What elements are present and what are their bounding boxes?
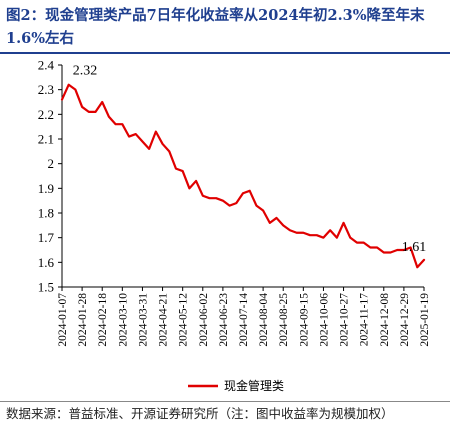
y-tick-label: 1.6 [38,255,55,270]
y-tick-label: 1.5 [38,280,54,295]
annotation-layer: 2.32 1.61 [73,64,427,255]
x-tick-label: 2024-06-02 [198,293,210,347]
x-tick-label: 2024-07-14 [238,293,250,347]
x-tick-label: 2024-12-29 [399,293,411,347]
x-tick-label: 2024-03-10 [117,293,129,347]
y-tick-label: 1.7 [38,230,55,245]
x-tick-label: 2024-12-08 [379,293,391,347]
x-axis: 2024-01-07 2024-01-28 2024-02-18 2024-03-10… [57,286,431,347]
data-label: 1.61 [402,240,427,255]
footer-rule [0,401,450,402]
x-tick-label: 2024-10-27 [339,293,351,347]
y-tick-label: 1.9 [38,181,54,196]
series-layer [60,83,426,269]
x-tick-label: 2024-01-28 [77,293,89,347]
x-tick-label: 2024-02-18 [97,293,109,347]
x-tick-label: 2024-10-06 [318,293,330,347]
y-tick-label: 2.4 [38,58,55,73]
data-label: 2.32 [73,64,98,79]
x-tick-label: 2024-09-15 [298,293,310,347]
y-tick-label: 2.3 [38,82,54,97]
x-tick-label: 2024-08-25 [278,293,290,347]
y-tick-label: 2.1 [38,132,54,147]
y-tick-label: 2.2 [38,107,54,122]
x-tick-label: 2024-06-23 [218,293,230,347]
chart-title: 图2：现金管理类产品7日年化收益率从2024年初2.3%降至年末1.6%左右 [6,7,425,47]
x-tick-label: 2024-08-04 [258,293,270,347]
x-tick-label: 2024-03-31 [137,293,149,347]
legend: 现金管理类 [188,378,284,393]
x-tick-label: 2024-01-07 [57,293,69,347]
line-chart: 1.51.61.71.81.922.12.22.32.4 2024-01-07 2… [38,58,431,394]
title-rule [0,52,450,54]
x-tick-label: 2024-11-17 [359,293,371,346]
y-tick-label: 1.8 [38,206,54,221]
y-axis: 1.5 1.6 1.7 1.8 1.9 2 2.1 2.2 2.3 2.4 [38,58,63,295]
series-line-cash-management [60,83,426,269]
data-source-note: 数据来源：普益标准、开源证券研究所（注：图中收益率为规模加权） [6,406,394,421]
x-tick-label: 2024-04-21 [158,293,170,347]
y-tick-label: 2 [48,156,55,171]
legend-label: 现金管理类 [224,378,284,393]
x-tick-label: 2025-01-19 [419,293,431,347]
x-tick-label: 2024-05-12 [178,293,190,347]
